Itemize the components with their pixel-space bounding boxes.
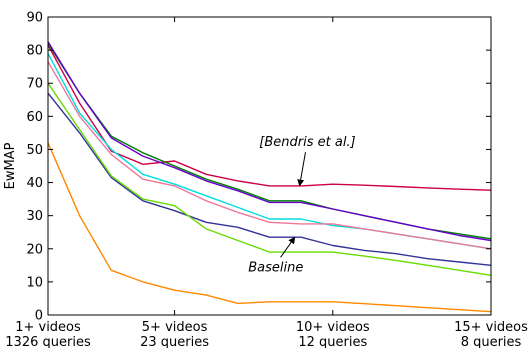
annotation-label-2: Baseline <box>248 260 303 275</box>
y-tick-label: 10 <box>26 275 43 290</box>
x-tick-label-2: 5+ videos <box>142 320 208 335</box>
y-tick-label: 0 <box>35 309 43 324</box>
x-tick-sublabel-2: 23 queries <box>140 335 209 348</box>
y-tick-label: 20 <box>26 242 43 257</box>
series-line-5 <box>47 61 492 250</box>
plot-frame <box>47 16 492 316</box>
y-tick-label: 30 <box>26 209 43 224</box>
x-tick-label-1: 1+ videos <box>15 320 81 335</box>
x-tick-sublabel-1: 1326 queries <box>5 335 91 348</box>
y-tick-label: 90 <box>26 11 43 26</box>
series-line-7 <box>47 82 492 276</box>
annotation-layer: [Bendris et al.] Baseline <box>248 135 355 275</box>
series-line-6 <box>47 92 492 266</box>
y-tick-label: 80 <box>26 44 43 59</box>
series-line-8 <box>47 142 492 313</box>
annotation-label-1: [Bendris et al.] <box>259 135 355 150</box>
x-tick-sublabel-3: 12 queries <box>298 335 367 348</box>
series-line-4 <box>47 53 492 250</box>
y-tick-label: 40 <box>26 176 43 191</box>
y-tick-label: 60 <box>26 110 43 125</box>
annotation-arrow-2 <box>280 236 296 258</box>
y-axis-label: EwMAP <box>3 142 18 189</box>
series-line-1 <box>47 44 492 191</box>
series-line-3 <box>47 41 492 242</box>
x-tick-label-3: 10+ videos <box>296 320 370 335</box>
annotation-arrow-1 <box>297 152 306 187</box>
x-tick-label-4: 15+ videos <box>454 320 528 335</box>
series-layer <box>47 41 492 313</box>
y-axis: 0 10 20 30 40 50 60 70 80 90 <box>26 11 491 324</box>
x-tick-sublabel-4: 8 queries <box>461 335 522 348</box>
y-tick-label: 70 <box>26 77 43 92</box>
y-tick-label: 50 <box>26 143 43 158</box>
